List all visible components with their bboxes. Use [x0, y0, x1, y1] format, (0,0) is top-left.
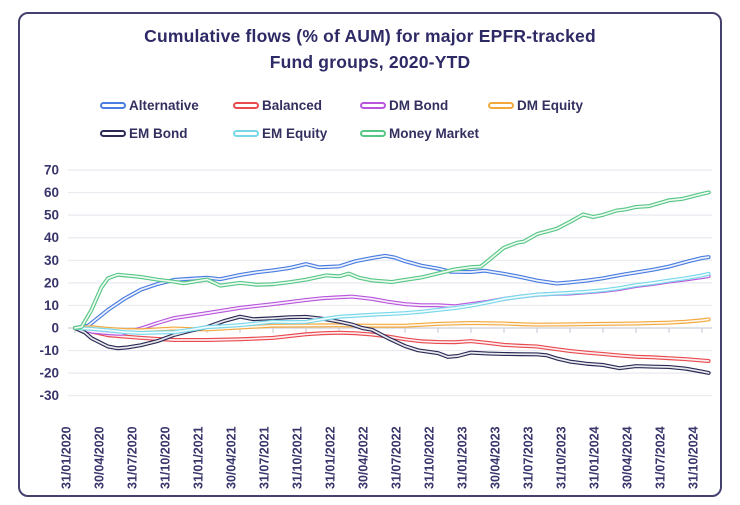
y-tick-label: 10	[44, 298, 59, 313]
legend-marker-em-bond	[100, 130, 126, 137]
x-tick-label: 31/10/2021	[291, 426, 305, 489]
y-tick-label: 60	[44, 185, 59, 200]
legend-marker-money-market	[360, 130, 386, 137]
series-line-core-alternative	[74, 254, 710, 329]
y-tick-label: 30	[44, 253, 59, 268]
legend-label: Money Market	[389, 126, 480, 141]
legend-label: DM Equity	[517, 98, 583, 113]
chart-title-line1: Cumulative flows (% of AUM) for major EP…	[144, 26, 596, 46]
y-tick-label: -10	[39, 343, 59, 358]
y-tick-label: 70	[44, 163, 59, 178]
legend-label: Alternative	[129, 98, 199, 113]
legend-marker-balanced	[233, 102, 259, 109]
x-tick-label: 30/04/2020	[93, 426, 107, 489]
y-tick-label: -30	[39, 388, 59, 403]
card-border	[18, 12, 722, 497]
x-tick-label: 31/10/2024	[687, 426, 701, 489]
legend-item-alternative[interactable]: Alternative	[100, 98, 199, 113]
x-tick-label: 31/10/2023	[555, 426, 569, 489]
x-tick-label: 31/01/2024	[588, 426, 602, 489]
series-line-core-money-market	[74, 191, 710, 329]
x-tick-label: 30/04/2021	[225, 426, 239, 489]
x-tick-label: 31/07/2021	[258, 426, 272, 489]
x-tick-label: 31/01/2022	[324, 426, 338, 489]
y-tick-label: 40	[44, 230, 59, 245]
legend-item-em-equity[interactable]: EM Equity	[233, 126, 327, 141]
x-tick-label: 31/07/2024	[654, 426, 668, 489]
series-line-alternative	[73, 253, 711, 330]
legend-item-em-bond[interactable]: EM Bond	[100, 126, 188, 141]
x-tick-label: 31/10/2020	[159, 426, 173, 489]
x-tick-label: 30/04/2022	[357, 426, 371, 489]
legend-label: DM Bond	[389, 98, 449, 113]
legend-marker-alternative	[100, 102, 126, 109]
x-tick-label: 31/07/2022	[390, 426, 404, 489]
legend-item-money-market[interactable]: Money Market	[360, 126, 479, 141]
y-tick-label: -20	[39, 366, 59, 381]
x-tick-label: 30/04/2024	[621, 426, 635, 489]
legend-label: Balanced	[262, 98, 323, 113]
x-tick-label: 31/01/2020	[60, 426, 74, 489]
series-line-core-em-bond	[74, 315, 710, 374]
legend-item-dm-equity[interactable]: DM Equity	[488, 98, 583, 113]
legend-label: EM Equity	[262, 126, 328, 141]
x-tick-label: 31/01/2023	[456, 426, 470, 489]
series-line-core-dm-equity	[74, 318, 710, 332]
x-tick-label: 30/04/2023	[489, 426, 503, 489]
series-line-core-balanced	[74, 327, 710, 362]
x-tick-label: 31/01/2021	[192, 426, 206, 489]
x-tick-label: 31/10/2022	[423, 426, 437, 489]
legend-label: EM Bond	[129, 126, 188, 141]
legend-item-balanced[interactable]: Balanced	[233, 98, 322, 113]
legend-marker-dm-bond	[360, 102, 386, 109]
y-tick-label: 0	[51, 321, 59, 336]
x-tick-label: 31/07/2023	[522, 426, 536, 489]
series-line-core-em-equity	[74, 272, 710, 334]
legend-marker-em-equity	[233, 130, 259, 137]
y-tick-label: 20	[44, 275, 59, 290]
chart-title-line2: Fund groups, 2020-YTD	[269, 52, 471, 72]
x-tick-label: 31/07/2020	[126, 426, 140, 489]
legend-marker-dm-equity	[488, 102, 514, 109]
y-tick-label: 50	[44, 208, 59, 223]
legend-item-dm-bond[interactable]: DM Bond	[360, 98, 448, 113]
